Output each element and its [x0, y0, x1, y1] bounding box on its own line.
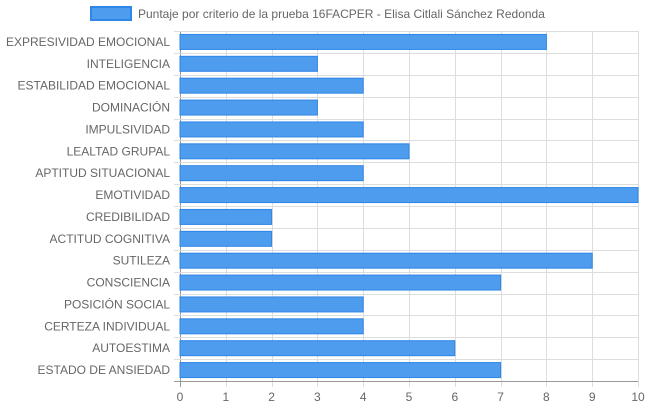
bar[interactable]: [179, 362, 502, 379]
bar[interactable]: [179, 77, 364, 94]
bar[interactable]: [179, 318, 364, 335]
x-tick-label: 3: [314, 390, 321, 404]
bar[interactable]: [179, 274, 502, 291]
category-label: SUTILEZA: [113, 254, 170, 268]
category-label: DOMINACIÓN: [92, 100, 170, 115]
x-tick-label: 9: [589, 390, 596, 404]
bar[interactable]: [179, 165, 364, 182]
category-label: ESTADO DE ANSIEDAD: [38, 363, 171, 377]
x-tick-label: 4: [360, 390, 367, 404]
bar[interactable]: [179, 143, 410, 160]
category-label: CONSCIENCIA: [87, 276, 170, 290]
x-tick-label: 1: [222, 390, 229, 404]
x-tick-label: 0: [177, 390, 184, 404]
x-tick-label: 8: [543, 390, 550, 404]
x-tick-labels: 0 1 2 3 4 5 6 7 8 9 10: [177, 390, 645, 404]
bar[interactable]: [179, 296, 364, 313]
category-label: LEALTAD GRUPAL: [67, 144, 171, 158]
category-label: EXPRESIVIDAD EMOCIONAL: [6, 35, 170, 49]
x-tick-label: 2: [268, 390, 275, 404]
category-label: POSICIÓN SOCIAL: [64, 296, 170, 311]
x-tick-label: 7: [497, 390, 504, 404]
category-label: CERTEZA INDIVIDUAL: [44, 319, 170, 333]
bar[interactable]: [179, 121, 364, 138]
category-label: INTELIGENCIA: [87, 57, 170, 71]
legend-swatch: [90, 6, 132, 21]
category-label: APTITUD SITUACIONAL: [35, 166, 170, 180]
category-label: IMPULSIVIDAD: [85, 122, 170, 136]
x-tick-label: 5: [406, 390, 413, 404]
legend-label: Puntaje por criterio de la prueba 16FACP…: [138, 7, 545, 21]
category-label: CREDIBILIDAD: [86, 210, 170, 224]
bar[interactable]: [179, 340, 456, 357]
category-label: ACTITUD COGNITIVA: [50, 232, 170, 246]
category-label: ESTABILIDAD EMOCIONAL: [18, 79, 171, 93]
bar[interactable]: [179, 187, 639, 204]
legend[interactable]: Puntaje por criterio de la prueba 16FACP…: [90, 6, 545, 21]
bar[interactable]: [179, 55, 318, 72]
bar[interactable]: [179, 208, 273, 225]
bar[interactable]: [179, 230, 273, 247]
category-label: EMOTIVIDAD: [95, 188, 170, 202]
grid-lines: [174, 31, 639, 387]
bar[interactable]: [179, 99, 318, 116]
bar[interactable]: [179, 33, 547, 50]
category-label: AUTOESTIMA: [92, 341, 170, 355]
x-tick-label: 10: [631, 390, 645, 404]
bar[interactable]: [179, 252, 593, 269]
x-tick-label: 6: [451, 390, 458, 404]
bars: [179, 33, 639, 379]
category-labels: EXPRESIVIDAD EMOCIONAL INTELIGENCIA ESTABI…: [6, 35, 170, 377]
